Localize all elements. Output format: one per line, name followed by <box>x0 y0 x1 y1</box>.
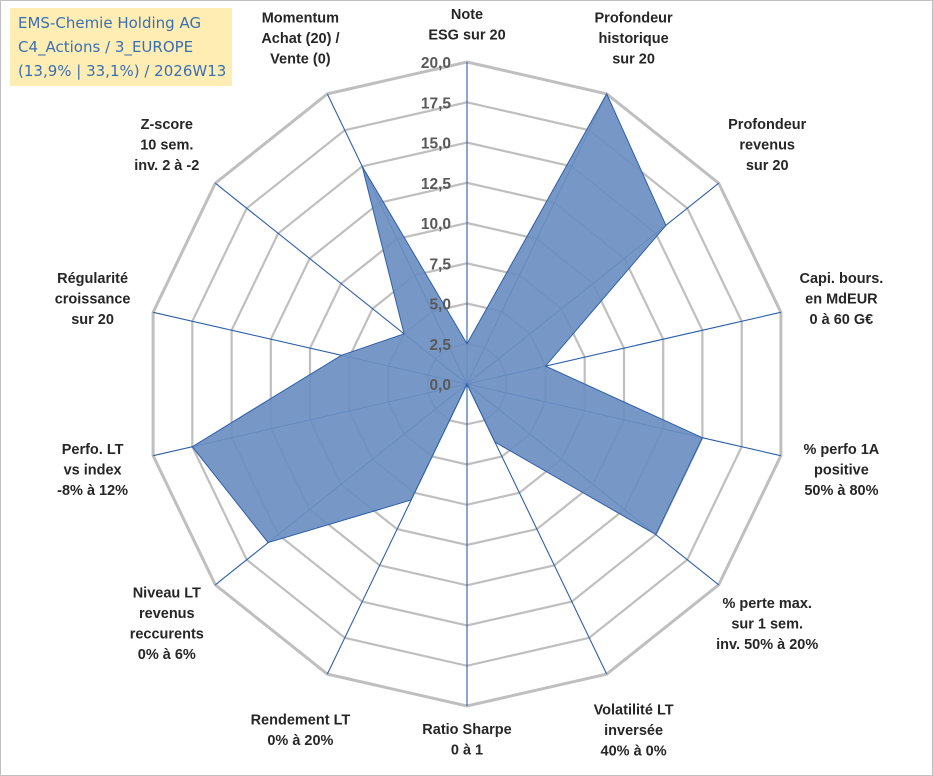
axis-label-10-line-1: vs index <box>64 462 122 478</box>
axis-label-2-line-2: sur 20 <box>746 158 789 174</box>
axis-label-1-line-2: sur 20 <box>612 52 655 68</box>
series-area <box>191 92 704 544</box>
radar-series <box>191 92 704 544</box>
axis-label-0-line-0: Note <box>451 7 483 23</box>
axis-label-11-line-1: croissance <box>55 292 131 308</box>
axis-label-3-line-1: en MdEUR <box>805 292 878 308</box>
axis-label-2-line-1: revenus <box>739 138 795 154</box>
axis-label-9-line-0: Niveau LT <box>133 586 201 602</box>
tick-label-0: 0,0 <box>429 377 451 394</box>
axis-label-1-line-1: historique <box>599 31 669 47</box>
axis-label-3-line-2: 0 à 60 G€ <box>810 312 874 328</box>
axis-label-7-line-0: Ratio Sharpe <box>422 722 511 738</box>
axis-label-6-line-2: 40% à 0% <box>601 744 667 760</box>
axis-label-10-line-0: Perfo. LT <box>62 442 124 458</box>
axis-label-8-line-1: 0% à 20% <box>267 733 333 749</box>
axis-label-9: Niveau LT revenus reccurents 0% à 6% <box>130 586 204 664</box>
tick-label-4: 10,0 <box>421 216 451 233</box>
axis-label-13-line-0: Momentum <box>262 11 339 27</box>
axis-label-4-line-0: % perfo 1A <box>804 442 880 458</box>
axis-label-12-line-0: Z-score <box>141 117 193 133</box>
axis-label-6-line-1: inversée <box>604 723 663 739</box>
axis-label-9-line-2: reccurents <box>130 627 204 643</box>
axis-label-3: Capi. bours. en MdEUR 0 à 60 G€ <box>800 271 884 328</box>
axis-label-12: Z-score 10 sem. inv. 2 à -2 <box>134 117 199 174</box>
tick-label-3: 7,5 <box>429 256 451 273</box>
axis-label-8: Rendement LT 0% à 20% <box>251 713 351 750</box>
tick-label-7: 17,5 <box>421 95 452 112</box>
tick-label-5: 12,5 <box>421 176 452 193</box>
tick-label-1: 2,5 <box>429 337 451 354</box>
axis-label-11-line-2: sur 20 <box>71 312 114 328</box>
axis-label-11: Régularité croissance sur 20 <box>55 271 131 328</box>
axis-label-12-line-1: 10 sem. <box>140 138 193 154</box>
axis-label-4: % perfo 1A positive 50% à 80% <box>804 442 880 499</box>
axis-label-11-line-0: Régularité <box>57 271 128 287</box>
axis-label-2: Profondeur revenus sur 20 <box>728 117 806 174</box>
axis-label-8-line-0: Rendement LT <box>251 713 351 729</box>
axis-label-5: % perte max. sur 1 sem. inv. 50% à 20% <box>716 596 818 653</box>
axis-label-7: Ratio Sharpe 0 à 1 <box>422 722 511 759</box>
axis-label-9-line-1: revenus <box>139 606 195 622</box>
axis-label-1-line-0: Profondeur <box>595 11 673 27</box>
radar-tick-labels: 0,0 2,5 5,0 7,5 10,0 12,5 15,0 17,5 20,0 <box>421 55 452 394</box>
axis-label-10: Perfo. LT vs index -8% à 12% <box>57 442 128 499</box>
axis-label-12-line-2: inv. 2 à -2 <box>134 158 199 174</box>
tick-label-2: 5,0 <box>429 297 451 314</box>
chart-title-company: EMS-Chemie Holding AG <box>18 14 202 32</box>
chart-title-period: (13,9% | 33,1%) / 2026W13 <box>18 62 227 80</box>
axis-label-6: Volatilité LT inversée 40% à 0% <box>594 703 674 760</box>
chart-title-box: EMS-Chemie Holding AG C4_Actions / 3_EUR… <box>10 8 232 86</box>
axis-label-6-line-0: Volatilité LT <box>594 703 674 719</box>
axis-label-5-line-2: inv. 50% à 20% <box>716 637 818 653</box>
axis-label-13-line-1: Achat (20) / <box>261 31 339 47</box>
chart-title-category: C4_Actions / 3_EUROPE <box>18 38 194 56</box>
axis-label-1: Profondeur historique sur 20 <box>595 11 673 68</box>
tick-label-6: 15,0 <box>421 136 451 153</box>
tick-label-8: 20,0 <box>421 55 451 72</box>
axis-label-7-line-1: 0 à 1 <box>451 743 483 759</box>
axis-label-4-line-1: positive <box>814 462 869 478</box>
axis-label-5-line-0: % perte max. <box>722 596 811 612</box>
axis-label-4-line-2: 50% à 80% <box>804 483 878 499</box>
axis-label-9-line-3: 0% à 6% <box>138 647 196 663</box>
axis-label-5-line-1: sur 1 sem. <box>731 616 803 632</box>
axis-label-0: Note ESG sur 20 <box>428 7 505 44</box>
radar-axis-labels: Note ESG sur 20 Profondeur historique sur 20… <box>55 7 884 760</box>
axis-label-3-line-0: Capi. bours. <box>800 271 884 287</box>
axis-label-13-line-2: Vente (0) <box>270 52 331 68</box>
axis-label-2-line-0: Profondeur <box>728 117 806 133</box>
axis-label-0-line-1: ESG sur 20 <box>428 28 505 44</box>
axis-label-13: Momentum Achat (20) / Vente (0) <box>261 11 339 68</box>
axis-label-10-line-2: -8% à 12% <box>57 483 128 499</box>
